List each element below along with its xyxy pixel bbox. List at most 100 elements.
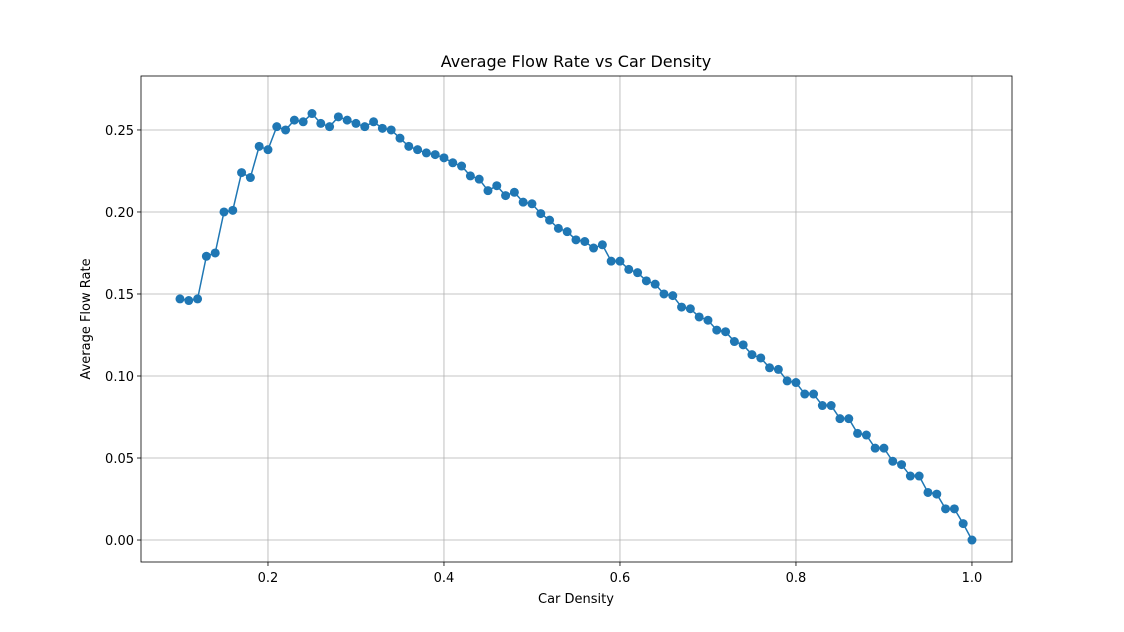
x-tick-label: 0.4 xyxy=(434,571,455,586)
marker xyxy=(333,112,343,122)
marker xyxy=(835,414,845,424)
marker xyxy=(958,519,968,529)
y-axis-label: Average Flow Rate xyxy=(79,258,94,379)
y-tick-label: 0.10 xyxy=(105,370,134,385)
marker xyxy=(941,504,951,514)
y-tick-label: 0.05 xyxy=(105,452,134,467)
x-axis-label: Car Density xyxy=(538,592,614,607)
marker xyxy=(729,337,739,347)
y-tick-label: 0.25 xyxy=(105,124,134,139)
marker xyxy=(791,378,801,388)
marker xyxy=(509,187,519,197)
y-tick-label: 0.00 xyxy=(105,534,134,549)
marker xyxy=(474,174,484,184)
x-tick-label: 0.6 xyxy=(610,571,631,586)
marker xyxy=(237,168,247,178)
marker xyxy=(888,456,898,466)
marker xyxy=(624,264,634,274)
plot-frame xyxy=(140,75,1013,563)
marker xyxy=(527,199,537,209)
marker xyxy=(773,364,783,374)
marker xyxy=(492,181,502,191)
marker xyxy=(853,428,863,438)
marker xyxy=(219,207,229,217)
marker xyxy=(597,240,607,250)
marker xyxy=(580,236,590,246)
marker xyxy=(817,401,827,411)
marker xyxy=(782,376,792,386)
marker xyxy=(360,122,370,132)
marker xyxy=(342,115,352,125)
marker xyxy=(967,535,977,545)
marker xyxy=(589,243,599,253)
marker xyxy=(923,487,933,497)
marker xyxy=(826,401,836,411)
marker xyxy=(615,256,625,266)
marker xyxy=(483,186,493,196)
marker xyxy=(351,118,361,128)
marker xyxy=(421,148,431,158)
marker xyxy=(914,471,924,481)
marker xyxy=(809,389,819,399)
marker xyxy=(905,471,915,481)
y-tick-label: 0.15 xyxy=(105,288,134,303)
marker xyxy=(677,302,687,312)
marker xyxy=(861,430,871,440)
marker xyxy=(430,150,440,160)
marker xyxy=(316,118,326,128)
marker xyxy=(325,122,335,132)
marker xyxy=(949,504,959,514)
marker xyxy=(298,117,308,127)
marker xyxy=(694,312,704,322)
marker xyxy=(738,340,748,350)
marker xyxy=(272,122,282,132)
marker xyxy=(571,235,581,245)
marker xyxy=(193,294,203,304)
marker xyxy=(413,145,423,155)
marker xyxy=(800,389,810,399)
marker xyxy=(633,268,643,278)
y-tick-label: 0.20 xyxy=(105,206,134,221)
marker xyxy=(448,158,458,168)
marker xyxy=(536,209,546,219)
marker xyxy=(228,205,238,215)
marker xyxy=(553,223,563,233)
marker xyxy=(518,197,528,207)
marker xyxy=(395,133,405,143)
marker xyxy=(879,443,889,453)
marker xyxy=(756,353,766,363)
marker xyxy=(685,304,695,314)
x-tick-label: 0.8 xyxy=(786,571,807,586)
marker xyxy=(184,296,194,306)
marker xyxy=(932,489,942,499)
chart-title: Average Flow Rate vs Car Density xyxy=(441,52,712,71)
marker xyxy=(281,125,291,135)
marker xyxy=(465,171,475,181)
marker xyxy=(201,251,211,261)
marker xyxy=(289,115,299,125)
marker xyxy=(712,325,722,335)
marker xyxy=(870,443,880,453)
marker xyxy=(668,291,678,301)
marker xyxy=(501,191,511,201)
marker xyxy=(439,153,449,163)
x-tick-label: 1.0 xyxy=(962,571,983,586)
marker xyxy=(703,315,713,325)
marker xyxy=(545,215,555,225)
marker xyxy=(562,227,572,237)
x-tick-label: 0.2 xyxy=(258,571,279,586)
marker xyxy=(245,173,255,183)
marker xyxy=(844,414,854,424)
marker xyxy=(765,363,775,373)
marker xyxy=(721,327,731,337)
marker xyxy=(175,294,185,304)
marker xyxy=(457,161,467,171)
marker xyxy=(650,279,660,289)
marker xyxy=(210,248,220,258)
marker xyxy=(254,141,264,151)
marker xyxy=(747,350,757,360)
marker xyxy=(897,460,907,470)
marker xyxy=(606,256,616,266)
